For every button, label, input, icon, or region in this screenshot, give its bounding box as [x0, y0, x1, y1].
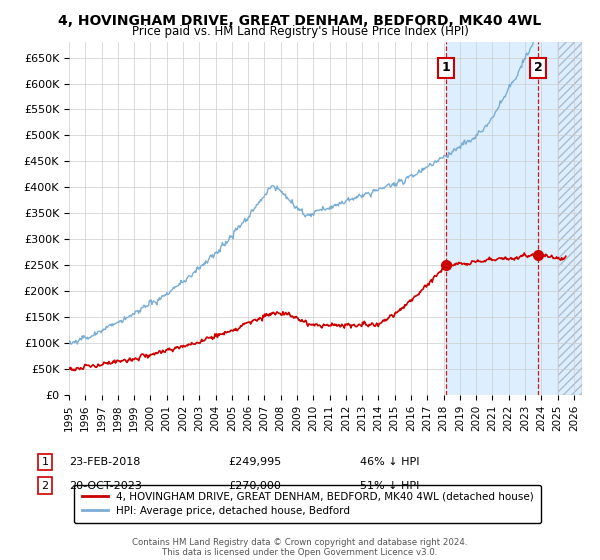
Text: 1: 1	[442, 62, 450, 74]
Bar	[557, 42, 582, 395]
Text: 1: 1	[41, 457, 49, 467]
Text: 46% ↓ HPI: 46% ↓ HPI	[360, 457, 419, 467]
Legend: 4, HOVINGHAM DRIVE, GREAT DENHAM, BEDFORD, MK40 4WL (detached house), HPI: Avera: 4, HOVINGHAM DRIVE, GREAT DENHAM, BEDFOR…	[74, 485, 541, 524]
Text: 23-FEB-2018: 23-FEB-2018	[69, 457, 140, 467]
Text: 4, HOVINGHAM DRIVE, GREAT DENHAM, BEDFORD, MK40 4WL: 4, HOVINGHAM DRIVE, GREAT DENHAM, BEDFOR…	[58, 14, 542, 28]
Text: 2: 2	[41, 480, 49, 491]
Bar	[446, 42, 582, 395]
Text: £270,000: £270,000	[228, 480, 281, 491]
Text: Contains HM Land Registry data © Crown copyright and database right 2024.
This d: Contains HM Land Registry data © Crown c…	[132, 538, 468, 557]
Text: 51% ↓ HPI: 51% ↓ HPI	[360, 480, 419, 491]
Text: 20-OCT-2023: 20-OCT-2023	[69, 480, 142, 491]
Text: £249,995: £249,995	[228, 457, 281, 467]
Text: Price paid vs. HM Land Registry's House Price Index (HPI): Price paid vs. HM Land Registry's House …	[131, 25, 469, 38]
Text: 2: 2	[533, 62, 542, 74]
